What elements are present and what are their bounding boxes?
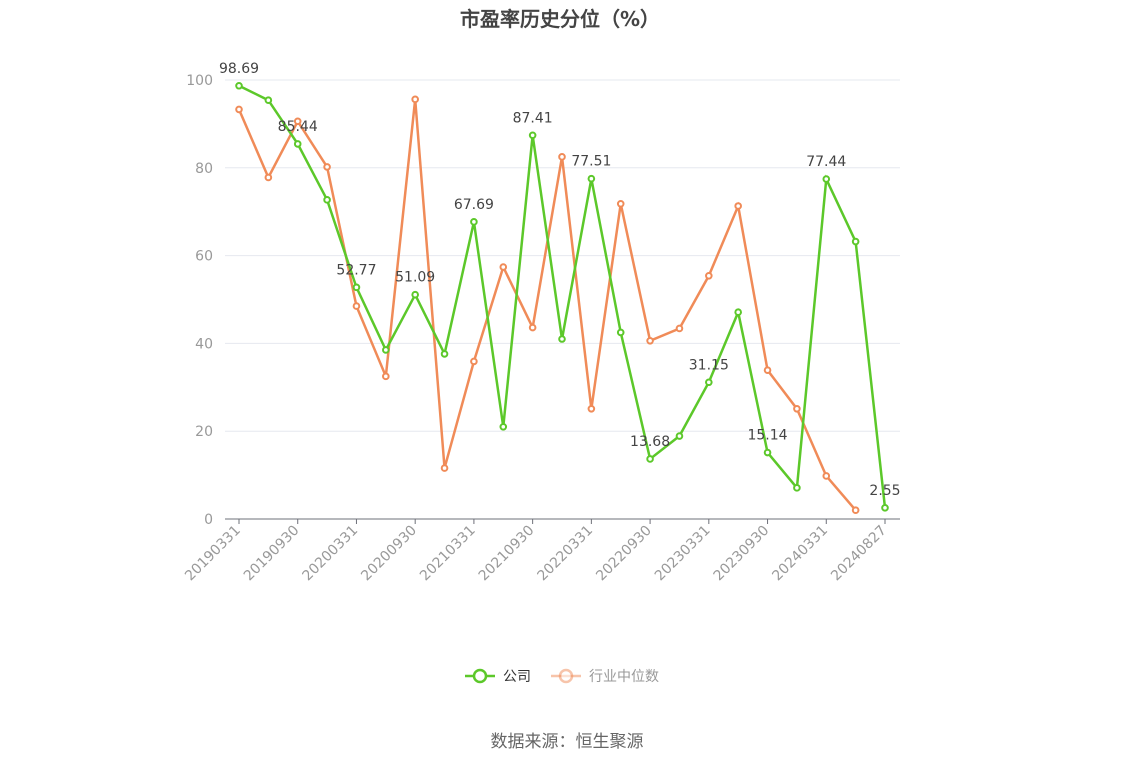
data-point xyxy=(616,328,625,337)
data-label: 15.14 xyxy=(747,428,787,444)
data-point xyxy=(587,174,596,183)
data-label: 77.51 xyxy=(571,154,611,170)
data-label: 85.44 xyxy=(278,119,318,135)
x-tick-label: 20220930 xyxy=(593,523,655,585)
data-label: 2.55 xyxy=(869,483,900,499)
data-point xyxy=(675,324,684,333)
data-point xyxy=(851,237,860,246)
data-point xyxy=(558,335,566,343)
data-point xyxy=(293,117,302,126)
data-point xyxy=(763,448,772,457)
data-point xyxy=(793,405,801,413)
data-point xyxy=(734,202,742,210)
data-point xyxy=(411,95,419,104)
x-tick-label: 20230930 xyxy=(711,523,773,585)
data-label: 51.09 xyxy=(395,270,435,286)
data-label: 52.77 xyxy=(336,262,376,278)
data-point xyxy=(440,464,449,472)
legend-label: 行业中位数 xyxy=(589,669,659,685)
data-point xyxy=(616,199,625,208)
legend-item[interactable]: 公司 xyxy=(465,668,531,685)
data-label: 67.69 xyxy=(454,197,494,213)
x-tick-label: 20200930 xyxy=(358,523,420,585)
y-tick-label: 20 xyxy=(195,424,213,440)
source-note: 数据来源：恒生聚源 xyxy=(491,732,644,752)
data-point xyxy=(470,357,478,366)
data-point xyxy=(528,131,537,140)
data-point xyxy=(587,405,596,413)
data-label: 98.69 xyxy=(219,61,259,77)
y-tick-label: 60 xyxy=(195,249,213,265)
data-point xyxy=(558,153,566,161)
data-point xyxy=(323,196,331,204)
data-point xyxy=(293,140,302,148)
y-tick-label: 80 xyxy=(195,161,213,177)
data-point xyxy=(470,218,478,226)
data-label: 13.68 xyxy=(630,434,670,450)
data-point xyxy=(763,366,772,374)
data-point xyxy=(323,163,331,171)
data-point xyxy=(646,336,654,345)
data-point xyxy=(528,323,537,332)
y-tick-label: 100 xyxy=(186,73,213,89)
data-label: 31.15 xyxy=(689,357,729,373)
data-point xyxy=(411,290,419,299)
data-point xyxy=(440,350,449,358)
series-line xyxy=(238,84,887,508)
data-point xyxy=(734,308,742,317)
data-point xyxy=(382,346,390,354)
data-point xyxy=(881,504,889,512)
data-point xyxy=(235,81,243,90)
y-tick-label: 40 xyxy=(195,336,213,352)
data-point xyxy=(822,472,831,480)
x-tick-label: 20240331 xyxy=(769,523,831,585)
data-point xyxy=(264,96,273,104)
data-point xyxy=(822,175,831,183)
data-point xyxy=(851,506,860,515)
x-tick-label: 20210331 xyxy=(417,523,479,585)
y-tick-label: 0 xyxy=(204,512,213,528)
legend-marker xyxy=(472,668,488,684)
data-point xyxy=(264,173,273,182)
x-tick-label: 20200331 xyxy=(300,523,362,585)
data-point xyxy=(499,423,508,431)
chart-title: 市盈率历史分位（%） xyxy=(460,7,660,31)
data-point xyxy=(382,372,390,381)
x-tick-label: 20240827 xyxy=(828,523,890,585)
data-label: 87.41 xyxy=(513,110,553,126)
data-point xyxy=(646,455,654,463)
data-point xyxy=(705,378,713,387)
data-point xyxy=(235,105,243,114)
data-point xyxy=(675,432,684,440)
data-point xyxy=(352,283,361,292)
legend-item[interactable]: 行业中位数 xyxy=(551,668,659,685)
series-line xyxy=(237,99,857,512)
data-point xyxy=(793,484,801,492)
x-tick-label: 20210930 xyxy=(476,523,538,585)
data-point xyxy=(705,271,713,280)
x-tick-label: 20190331 xyxy=(182,523,244,585)
legend-marker xyxy=(558,668,574,684)
legend-label: 公司 xyxy=(503,669,531,685)
data-label: 77.44 xyxy=(806,154,846,170)
x-tick-label: 20230331 xyxy=(652,523,714,585)
x-tick-label: 20190930 xyxy=(241,523,303,585)
data-point xyxy=(352,302,361,310)
data-point xyxy=(499,263,508,271)
x-tick-label: 20220331 xyxy=(534,523,596,585)
